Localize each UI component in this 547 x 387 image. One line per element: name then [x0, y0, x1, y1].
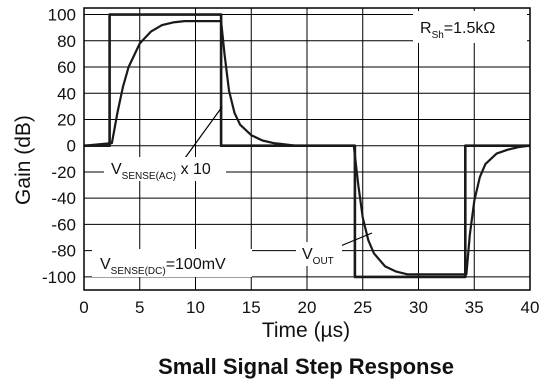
- y-tick-label: -100: [42, 268, 76, 287]
- vsense-ac-leader: [184, 106, 223, 159]
- vout-leader: [337, 232, 373, 248]
- y-axis-label: Gain (dB): [12, 115, 35, 205]
- vsense-ac-sub: SENSE(AC): [122, 171, 176, 182]
- y-tick-label: 40: [57, 84, 76, 103]
- series-lines: [83, 13, 531, 279]
- vsense-dc-annotation: VSENSE(DC)=100mV: [100, 256, 226, 277]
- y-tick-label: 20: [57, 110, 76, 129]
- y-tick-label: 80: [57, 32, 76, 51]
- series-vout: [83, 20, 531, 276]
- x-tick-label: 25: [353, 298, 372, 317]
- vout-box: [296, 242, 342, 266]
- y-tick-label: -80: [51, 242, 76, 261]
- plot-frame: [83, 7, 531, 291]
- x-tick-label: 20: [298, 298, 317, 317]
- x-tick-label: 30: [409, 298, 428, 317]
- y-tick-label: 60: [57, 58, 76, 77]
- vsense-dc-rest: =100mV: [166, 256, 226, 273]
- x-tick-label: 15: [242, 298, 261, 317]
- x-tick-label: 0: [79, 298, 88, 317]
- y-tick-label: -60: [51, 215, 76, 234]
- x-tick-label: 10: [186, 298, 205, 317]
- rsh-sub: Sh: [432, 30, 444, 41]
- rsh-rest: =1.5kΩ: [444, 20, 496, 37]
- vout-main: V: [302, 246, 313, 263]
- rsh-annotation: RSh=1.5kΩ: [420, 20, 495, 41]
- x-tick-labels: 0 5 10 15 20 25 30 35 40: [79, 298, 539, 317]
- vsense-dc-main: V: [100, 256, 111, 273]
- x-tick-label: 5: [135, 298, 144, 317]
- y-tick-label: -20: [51, 163, 76, 182]
- y-tick-label: 100: [48, 6, 76, 25]
- x-tick-label: 35: [465, 298, 484, 317]
- rsh-main: R: [420, 20, 432, 37]
- y-tick-label: 0: [67, 137, 76, 156]
- vsense-dc-box: [92, 249, 252, 277]
- rsh-annotation-box: [413, 11, 527, 43]
- y-tick-label: -40: [51, 189, 76, 208]
- vsense-ac-annotation: VSENSE(AC) x 10: [111, 161, 211, 182]
- x-axis-label: Time (µs): [262, 319, 350, 342]
- vsense-dc-sub: SENSE(DC): [111, 266, 166, 277]
- x-tick-label: 40: [521, 298, 540, 317]
- vsense-ac-main: V: [111, 161, 122, 178]
- chart-title: Small Signal Step Response: [158, 354, 454, 379]
- vsense-ac-rest: x 10: [176, 161, 211, 178]
- vsense-ac-box: [104, 157, 226, 181]
- vout-annotation: VOUT: [302, 246, 334, 267]
- vout-sub: OUT: [313, 256, 334, 267]
- y-tick-labels: 100 80 60 40 20 0 -20 -40 -60 -80 -100: [42, 6, 76, 287]
